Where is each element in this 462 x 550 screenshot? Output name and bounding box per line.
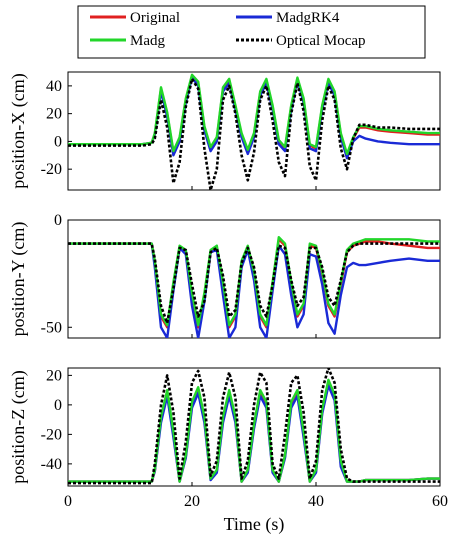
series-line-madg [68,73,440,156]
y-axis-label: position-Y (cm) [8,222,29,337]
series-group [68,368,440,485]
y-tick-label: 0 [54,212,62,229]
panels: -20 0 20 40 position-X (cm) -50 0 position-Y (c… [8,71,448,535]
legend: Original MadgRK4 Madg Optical Mocap [77,5,426,59]
series-line-madg [68,378,440,483]
legend-label-madg: Madg [130,33,165,49]
x-tick-label: 20 [184,493,200,510]
plot-area-frame [67,367,441,487]
y-tick-label: 0 [54,397,62,414]
x-tick-label: 0 [64,493,72,510]
legend-label-madgrk4: MadgRK4 [276,10,340,26]
series-line-madgrk4 [68,242,440,338]
x-tick-label: 60 [432,493,448,510]
y-axis-label: position-Z (cm) [8,370,29,483]
x-axis-label: Time (s) [224,514,285,535]
series-group [68,235,440,338]
series-line-optical-mocap [68,242,440,325]
panel-1: -20 0 20 40 position-X (cm) [8,71,441,191]
y-tick-label: 40 [46,78,62,95]
y-tick-label: -20 [41,426,62,443]
legend-label-original: Original [130,10,180,26]
y-tick-label: -50 [41,319,62,336]
y-tick-label: -20 [41,161,62,178]
panel-3: -40 -20 0 20 0 20 40 60 position-Z (cm) Time (s) [8,367,448,535]
y-tick-label: 20 [46,106,62,123]
y-tick-label: 20 [46,367,62,384]
legend-label-optical-mocap: Optical Mocap [276,33,366,49]
series-line-optical-mocap [68,368,440,485]
series-line-optical-mocap [68,77,440,190]
y-tick-label: 0 [54,133,62,150]
series-group [68,73,440,190]
plot-area-frame [67,219,441,339]
x-tick-label: 40 [308,493,324,510]
plot-area-frame [67,71,441,191]
legend-box [77,5,426,59]
y-axis-label: position-X (cm) [8,73,29,188]
panel-2: -50 0 position-Y (cm) [8,212,441,339]
y-tick-label: -40 [41,456,62,473]
